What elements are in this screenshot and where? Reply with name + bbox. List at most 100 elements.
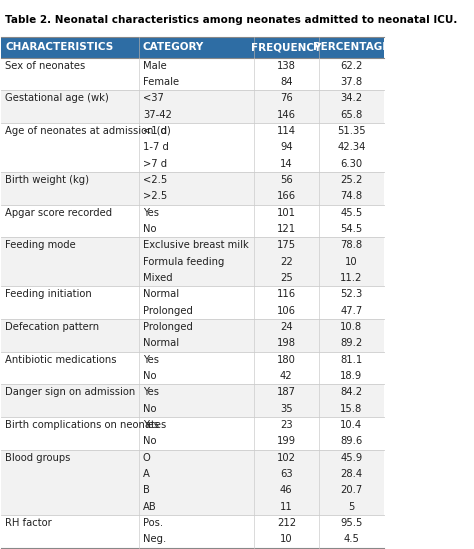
Text: Mixed: Mixed: [143, 273, 173, 283]
Text: 65.8: 65.8: [340, 110, 363, 120]
Text: 14: 14: [280, 159, 292, 169]
Text: Normal: Normal: [143, 289, 179, 299]
Text: No: No: [143, 224, 156, 234]
Text: 25.2: 25.2: [340, 175, 363, 185]
FancyBboxPatch shape: [1, 286, 384, 302]
FancyBboxPatch shape: [1, 107, 384, 123]
Text: 10: 10: [280, 534, 292, 545]
Text: <2.5: <2.5: [143, 175, 167, 185]
Text: Yes: Yes: [143, 208, 159, 218]
Text: 20.7: 20.7: [340, 485, 363, 495]
FancyBboxPatch shape: [1, 123, 384, 139]
FancyBboxPatch shape: [1, 205, 384, 221]
Text: FREQUENCY: FREQUENCY: [251, 42, 321, 52]
Text: Exclusive breast milk: Exclusive breast milk: [143, 240, 249, 250]
Text: 180: 180: [277, 355, 296, 365]
Text: No: No: [143, 436, 156, 446]
Text: Yes: Yes: [143, 355, 159, 365]
Text: 52.3: 52.3: [340, 289, 363, 299]
Text: 45.5: 45.5: [340, 208, 363, 218]
Text: 45.9: 45.9: [340, 453, 363, 463]
Text: PERCENTAGE: PERCENTAGE: [313, 42, 390, 52]
FancyBboxPatch shape: [1, 433, 384, 450]
Text: B: B: [143, 485, 150, 495]
FancyBboxPatch shape: [1, 466, 384, 482]
Text: 175: 175: [277, 240, 296, 250]
Text: Yes: Yes: [143, 420, 159, 430]
Text: Prolonged: Prolonged: [143, 306, 193, 316]
Text: 54.5: 54.5: [340, 224, 363, 234]
Text: Apgar score recorded: Apgar score recorded: [5, 208, 112, 218]
FancyBboxPatch shape: [1, 384, 384, 401]
Text: 114: 114: [277, 126, 296, 136]
Text: 146: 146: [277, 110, 296, 120]
FancyBboxPatch shape: [1, 254, 384, 270]
Text: >7 d: >7 d: [143, 159, 167, 169]
Text: Birth weight (kg): Birth weight (kg): [5, 175, 89, 185]
FancyBboxPatch shape: [1, 156, 384, 172]
Text: 28.4: 28.4: [340, 469, 363, 479]
Text: 46: 46: [280, 485, 292, 495]
Text: <37: <37: [143, 93, 164, 103]
Text: Blood groups: Blood groups: [5, 453, 71, 463]
Text: 106: 106: [277, 306, 296, 316]
Text: CATEGORY: CATEGORY: [143, 42, 204, 52]
Text: 1-7 d: 1-7 d: [143, 143, 169, 153]
Text: 102: 102: [277, 453, 296, 463]
Text: Sex of neonates: Sex of neonates: [5, 61, 85, 71]
Text: <1 d: <1 d: [143, 126, 167, 136]
Text: 56: 56: [280, 175, 293, 185]
Text: 10.8: 10.8: [340, 322, 363, 332]
Text: Birth complications on neonates: Birth complications on neonates: [5, 420, 166, 430]
Text: 35: 35: [280, 404, 292, 414]
Text: 10: 10: [345, 257, 358, 267]
Text: 89.6: 89.6: [340, 436, 363, 446]
Text: 22: 22: [280, 257, 293, 267]
FancyBboxPatch shape: [1, 515, 384, 531]
Text: 4.5: 4.5: [344, 534, 359, 545]
FancyBboxPatch shape: [1, 91, 384, 107]
Text: Defecation pattern: Defecation pattern: [5, 322, 100, 332]
Text: 187: 187: [277, 388, 296, 397]
Text: 5: 5: [348, 502, 355, 512]
Text: Normal: Normal: [143, 339, 179, 349]
Text: A: A: [143, 469, 150, 479]
Text: 62.2: 62.2: [340, 61, 363, 71]
Text: 121: 121: [277, 224, 296, 234]
Text: 51.35: 51.35: [337, 126, 366, 136]
Text: 166: 166: [277, 192, 296, 201]
Text: 47.7: 47.7: [340, 306, 363, 316]
Text: 101: 101: [277, 208, 296, 218]
Text: 84: 84: [280, 77, 292, 87]
Text: Danger sign on admission: Danger sign on admission: [5, 388, 136, 397]
FancyBboxPatch shape: [1, 37, 384, 58]
Text: 24: 24: [280, 322, 292, 332]
Text: 212: 212: [277, 518, 296, 528]
FancyBboxPatch shape: [1, 482, 384, 498]
FancyBboxPatch shape: [1, 531, 384, 547]
Text: 23: 23: [280, 420, 292, 430]
FancyBboxPatch shape: [1, 270, 384, 286]
FancyBboxPatch shape: [1, 319, 384, 335]
Text: 199: 199: [277, 436, 296, 446]
FancyBboxPatch shape: [1, 368, 384, 384]
Text: 63: 63: [280, 469, 292, 479]
FancyBboxPatch shape: [1, 139, 384, 156]
FancyBboxPatch shape: [1, 335, 384, 351]
Text: Age of neonates at admission (d): Age of neonates at admission (d): [5, 126, 171, 136]
Text: >2.5: >2.5: [143, 192, 167, 201]
FancyBboxPatch shape: [1, 74, 384, 91]
Text: 11.2: 11.2: [340, 273, 363, 283]
FancyBboxPatch shape: [1, 450, 384, 466]
Text: Female: Female: [143, 77, 179, 87]
FancyBboxPatch shape: [1, 498, 384, 515]
Text: 89.2: 89.2: [340, 339, 363, 349]
Text: 10.4: 10.4: [340, 420, 363, 430]
Text: 37-42: 37-42: [143, 110, 172, 120]
Text: Antibiotic medications: Antibiotic medications: [5, 355, 117, 365]
Text: Yes: Yes: [143, 388, 159, 397]
Text: 94: 94: [280, 143, 292, 153]
Text: 198: 198: [277, 339, 296, 349]
Text: 76: 76: [280, 93, 293, 103]
FancyBboxPatch shape: [1, 237, 384, 254]
